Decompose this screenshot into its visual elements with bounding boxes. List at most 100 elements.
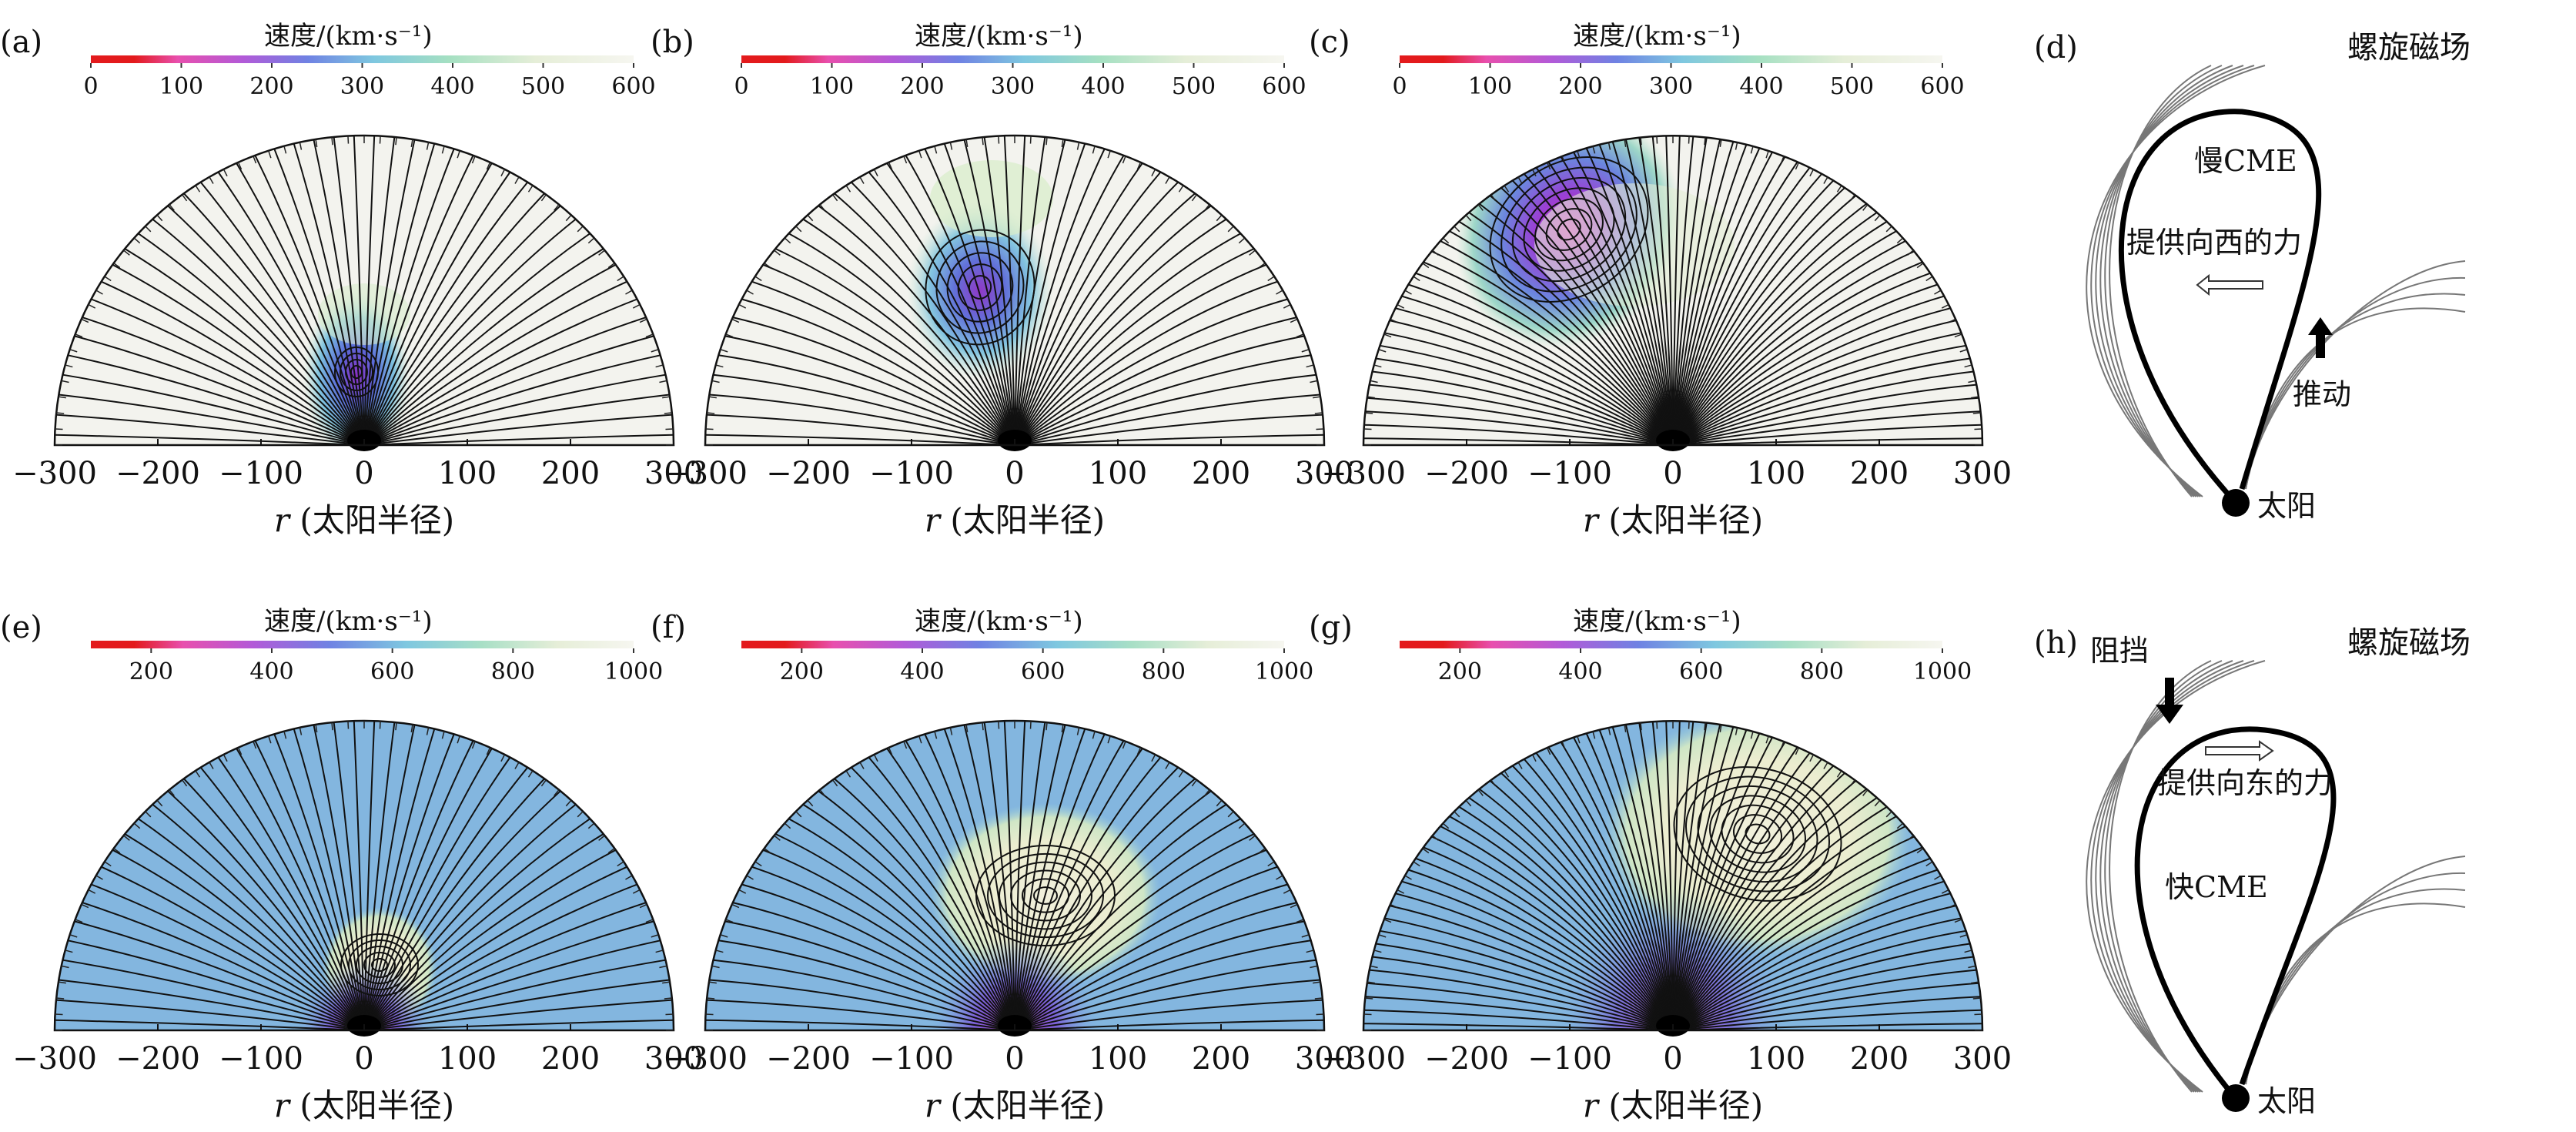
- field-lines: [55, 136, 674, 445]
- spiral-field-line: [2245, 903, 2466, 1085]
- colorbar-gradient: [1400, 641, 1942, 648]
- field-line: [368, 902, 647, 1030]
- arc-tick: [1656, 136, 1658, 144]
- arc-tick: [1465, 214, 1472, 222]
- arc-tick: [113, 848, 121, 854]
- field-line: [1677, 982, 1979, 1030]
- field-line: [1478, 788, 1671, 1027]
- flux-rope-contour: [1732, 814, 1783, 854]
- field-line: [1638, 722, 1674, 1027]
- arc-tick: [1370, 965, 1378, 969]
- field-line: [1018, 263, 1267, 444]
- arc-tick: [1517, 176, 1523, 184]
- flux-rope-contour: [1673, 766, 1842, 902]
- panel-e: (e) 速度/(km·s⁻¹)200 400 600 800 1000−300 −200 −1…: [0, 606, 703, 1124]
- arc-tick: [1765, 150, 1769, 159]
- field-line: [983, 136, 1015, 441]
- field-line: [1675, 816, 1897, 1028]
- x-axis-tick-label: 0: [354, 1041, 373, 1077]
- spiral-field-line: [2245, 260, 2466, 490]
- colorbar: 速度/(km·s⁻¹) 0 100 200 300 400 500 600: [734, 21, 1306, 100]
- field-line: [1651, 721, 1674, 1027]
- field-line: [1674, 195, 1857, 442]
- field-line: [55, 434, 360, 445]
- arc-tick: [819, 789, 825, 796]
- field-line: [1598, 144, 1673, 441]
- field-line: [1674, 161, 1798, 441]
- field-line: [112, 849, 361, 1029]
- arc-tick: [715, 949, 724, 953]
- arc-tick: [708, 396, 717, 399]
- field-line: [1677, 357, 1971, 445]
- field-line: [1677, 1023, 1982, 1030]
- colorbar-title: 速度/(km·s⁻¹): [1573, 21, 1741, 52]
- arc-tick: [123, 250, 130, 256]
- arc-tick: [104, 276, 112, 282]
- field-line: [1676, 307, 1951, 444]
- field-line: [1489, 195, 1671, 442]
- arc-tick: [133, 237, 141, 244]
- flux-rope-contour: [968, 275, 992, 300]
- arc-tick: [299, 727, 303, 735]
- spiral-field-line: [2086, 65, 2266, 497]
- arc-tick: [1504, 770, 1510, 778]
- arc-tick: [1390, 318, 1398, 323]
- field-line: [1624, 724, 1674, 1027]
- arc-tick: [1656, 721, 1658, 729]
- arc-tick: [1249, 835, 1256, 841]
- field-line: [1380, 344, 1669, 444]
- arc-tick: [1490, 194, 1497, 202]
- field-line: [1017, 818, 1241, 1028]
- arc-tick: [888, 162, 893, 170]
- field-line: [713, 959, 1011, 1030]
- arc-tick: [720, 349, 728, 353]
- flux-rope-contour: [1721, 804, 1795, 864]
- arc-tick: [784, 822, 791, 829]
- field-line: [364, 143, 436, 441]
- arc-tick: [1313, 981, 1321, 984]
- arc-tick: [81, 318, 89, 323]
- field-line: [1675, 826, 1906, 1028]
- flux-rope-contour: [340, 353, 373, 391]
- flux-rope-contour: [1022, 878, 1069, 913]
- arc-tick: [268, 735, 272, 744]
- arc-tick: [774, 250, 781, 256]
- flux-rope-contour: [1708, 795, 1807, 873]
- arc-tick: [795, 811, 802, 818]
- arc-tick: [169, 204, 175, 211]
- arc-tick: [1971, 396, 1979, 399]
- x-axis-tick-label: −100: [869, 456, 954, 491]
- field-line: [1523, 172, 1672, 442]
- arc-tick: [1365, 412, 1373, 414]
- arc-tick: [607, 263, 615, 269]
- panel-label: (c): [1309, 25, 1350, 60]
- field-line: [1672, 139, 1721, 441]
- field-line: [1676, 846, 1923, 1029]
- field-line: [364, 139, 416, 441]
- field-line: [1389, 905, 1670, 1030]
- field-line: [1572, 151, 1673, 441]
- field-line: [751, 280, 1012, 444]
- field-line: [1423, 846, 1670, 1029]
- field-line: [1676, 295, 1945, 444]
- arc-tick: [1964, 949, 1972, 953]
- arc-tick: [707, 412, 715, 414]
- arc-tick: [662, 396, 671, 399]
- arc-tick: [1972, 412, 1981, 414]
- spiral-field-line: [2090, 660, 2255, 1093]
- field-line: [1676, 857, 1931, 1029]
- field-line: [1547, 746, 1672, 1027]
- panel-label: (b): [651, 25, 694, 60]
- arc-tick: [1809, 169, 1815, 177]
- arc-tick: [410, 724, 413, 732]
- field-line: [1015, 139, 1066, 441]
- arc-tick: [1310, 380, 1318, 383]
- x-axis-tick-label: −300: [663, 456, 748, 491]
- field-line: [368, 414, 673, 445]
- field-line: [1016, 778, 1196, 1027]
- field-line: [1365, 410, 1669, 445]
- flux-rope-contour: [1697, 785, 1818, 883]
- arc-tick: [565, 799, 572, 807]
